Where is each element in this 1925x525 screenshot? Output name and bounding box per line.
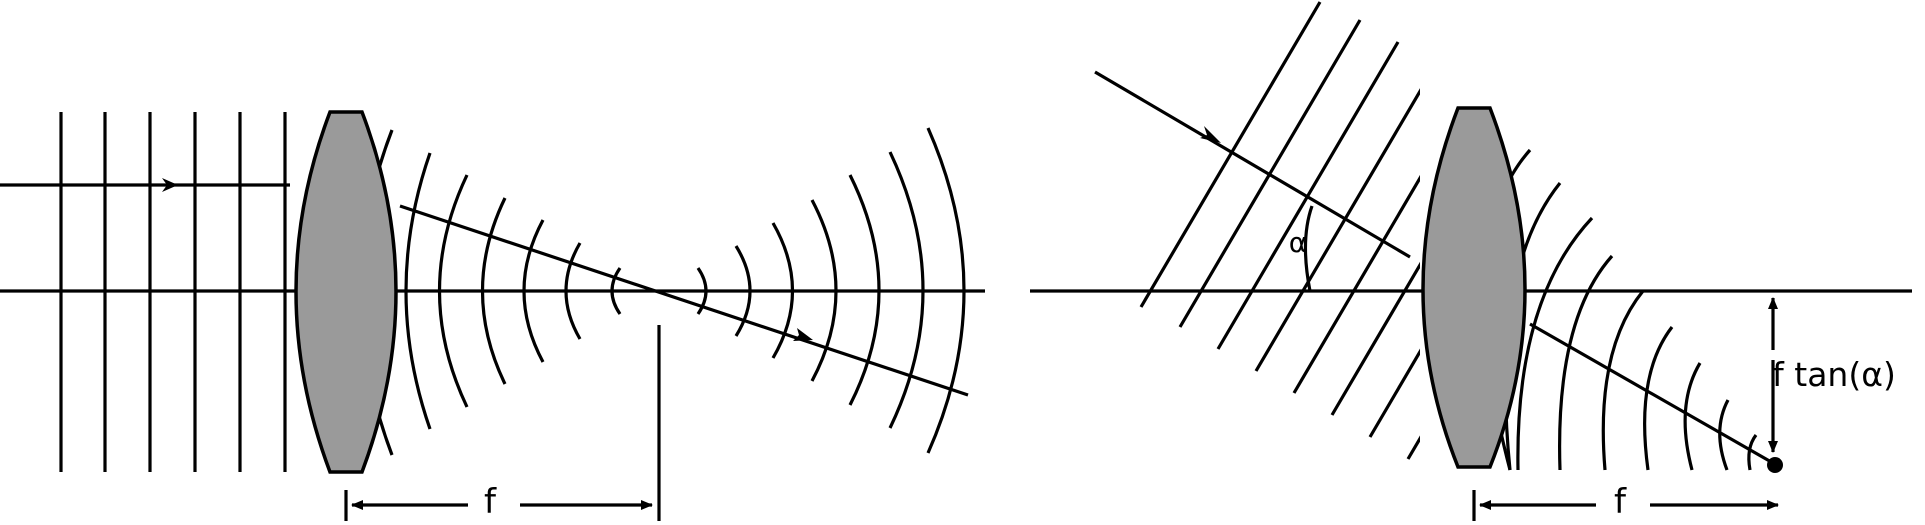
right-panel: α f tan(α) f <box>1030 1 1912 522</box>
angle-label: α <box>1289 226 1307 259</box>
focal-length-label: f <box>1614 482 1627 522</box>
ray-direction-arrow <box>793 328 813 341</box>
wavefront <box>1368 129 1420 438</box>
refracted-ray <box>1529 322 1774 465</box>
refracted-ray <box>399 204 969 397</box>
wavefront-arc <box>1516 216 1594 471</box>
focal-length-label: f <box>484 482 497 522</box>
wavefront-arc <box>771 222 794 359</box>
wavefront-arc <box>404 152 432 430</box>
wavefront-arc <box>1558 254 1614 471</box>
wavefront-arc <box>810 199 838 382</box>
ray-direction-arrow <box>162 178 178 192</box>
wavefront-arc <box>888 151 925 429</box>
wavefront <box>1292 85 1420 394</box>
wavefront <box>1330 107 1420 416</box>
wavefront-arc <box>1601 289 1645 471</box>
wavefront-arc <box>481 197 507 385</box>
lens <box>294 110 398 474</box>
wavefront <box>1254 63 1420 372</box>
wavefront-arc <box>1683 362 1702 471</box>
ray-direction-arrow <box>1200 126 1221 143</box>
wavefront-arc <box>848 174 881 406</box>
angle-arc <box>1303 205 1314 292</box>
wavefront-arc <box>610 267 622 315</box>
wavefront-arc <box>696 267 708 315</box>
wavefront-arc <box>437 174 469 408</box>
wavefront-arc <box>1643 326 1674 471</box>
wavefront-arc <box>734 245 752 337</box>
offset-label: f tan(α) <box>1772 355 1896 394</box>
wavefront-arc <box>926 127 966 454</box>
diverging-wavefronts <box>696 127 966 454</box>
focal-point <box>1767 457 1783 473</box>
wavefront-arc <box>522 219 545 363</box>
left-panel: f <box>0 110 985 522</box>
lens <box>1421 106 1527 469</box>
incoming-ray <box>1094 70 1411 259</box>
wavefront <box>1139 1 1322 308</box>
wavefront-arc <box>564 242 582 340</box>
